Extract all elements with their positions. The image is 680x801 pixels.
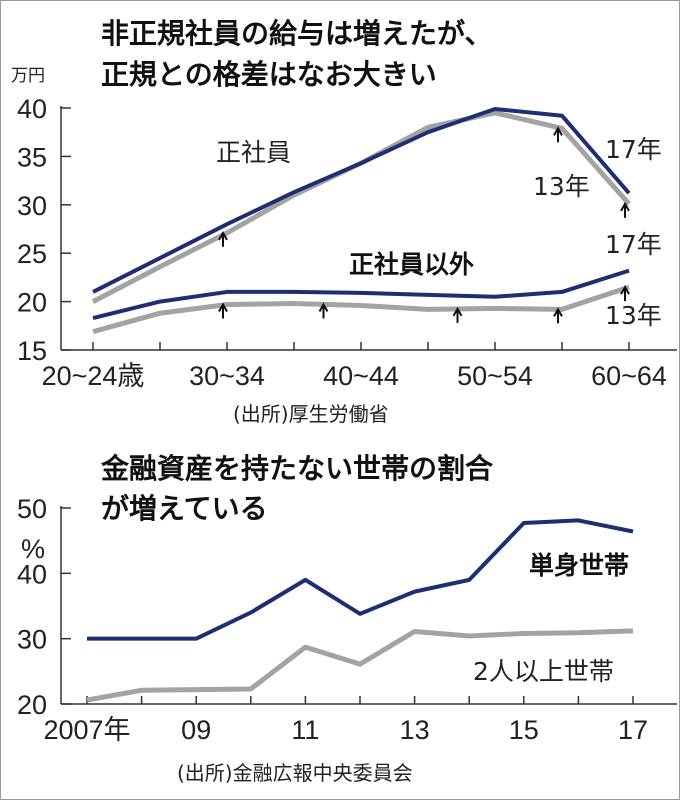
chart1-title-line2: 正規との格差はなお大きい <box>101 58 437 91</box>
chart2-title-line1: 金融資産を持たない世帯の割合 <box>100 452 494 485</box>
chart1-label-nonregular-13: 13年 <box>605 301 662 330</box>
chart1-y-tick-label: 20 <box>17 288 47 318</box>
chart2-label-single: 単身世帯 <box>529 551 629 580</box>
chart1-title-line1: 非正規社員の給与は増えたが、 <box>101 17 492 50</box>
chart1-x-tick-label: 60~64 <box>591 361 667 391</box>
chart1-x-tick-label: 40~44 <box>323 361 399 391</box>
chart1-x-tick-label: 20~24歳 <box>42 361 145 391</box>
chart1-x-tick-label: 30~34 <box>189 361 265 391</box>
chart2-x-tick-label: 2007年 <box>43 715 130 745</box>
chart1-x-tick-label: 50~54 <box>457 361 533 391</box>
chart2-y-tick-label: 50 <box>17 494 47 524</box>
chart2-y-tick-label: 40 <box>17 559 47 589</box>
chart1-y-tick-label: 40 <box>17 94 47 124</box>
chart1-label-nonregular-17: 17年 <box>605 230 662 259</box>
chart2-title-line2: が増えている <box>101 492 268 525</box>
chart1-y-tick-label: 25 <box>17 239 47 269</box>
chart1-y-tick-label: 30 <box>17 191 47 221</box>
chart2-x-tick-label: 15 <box>509 715 539 745</box>
chart1-label-regular: 正社員 <box>216 138 291 167</box>
chart1-label-regular-13: 13年 <box>533 172 590 201</box>
chart1-unit: 万円 <box>11 66 45 86</box>
chart2-x-tick-label: 13 <box>400 715 430 745</box>
chart1-y-tick-label: 35 <box>17 142 47 172</box>
chart2-x-tick-label: 11 <box>291 715 319 745</box>
chart2-label-multi: 2人以上世帯 <box>473 657 614 686</box>
chart2-x-tick-label: 17 <box>618 715 648 745</box>
chart1-label-regular-17: 17年 <box>605 135 662 164</box>
chart1-source: (出所)厚生労働省 <box>233 402 389 426</box>
chart2-source: (出所)金融広報中央委員会 <box>177 761 413 785</box>
chart1-label-nonregular: 正社員以外 <box>349 250 474 279</box>
chart2-x-tick-label: 09 <box>181 715 211 745</box>
chart2-y-tick-label: 30 <box>17 625 47 655</box>
